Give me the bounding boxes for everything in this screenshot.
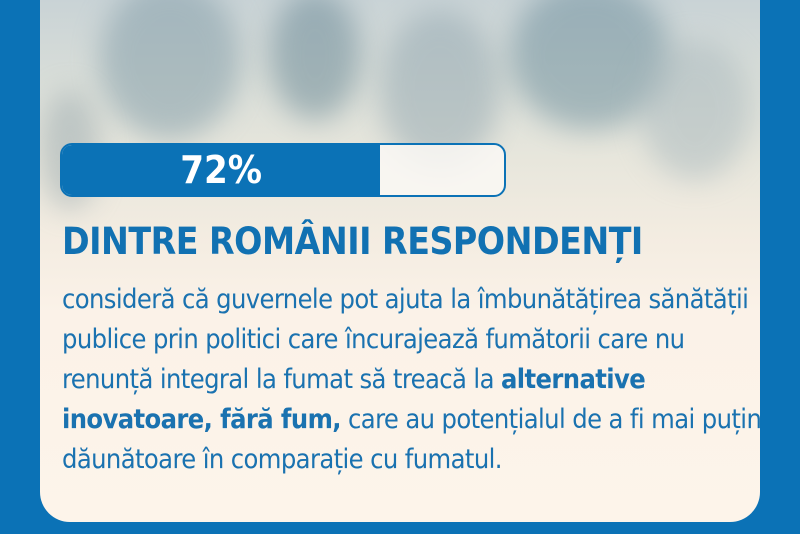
infographic-panel: 72% DINTRE ROMÂNII RESPONDENȚI consideră…: [40, 0, 760, 522]
headline: DINTRE ROMÂNII RESPONDENȚI: [62, 220, 643, 263]
percentage-label: 72%: [180, 148, 263, 192]
body-text-part2: care au potențialul de a fi mai puțin dă…: [62, 404, 760, 475]
progress-fill: [62, 145, 381, 195]
body-text-part1: consideră că guvernele pot ajuta la îmbu…: [62, 284, 749, 395]
body-text: consideră că guvernele pot ajuta la îmbu…: [62, 280, 760, 480]
progress-bar: 72%: [60, 143, 506, 197]
body-text-emphasis: alternative inovatoare, fără fum,: [62, 364, 646, 435]
